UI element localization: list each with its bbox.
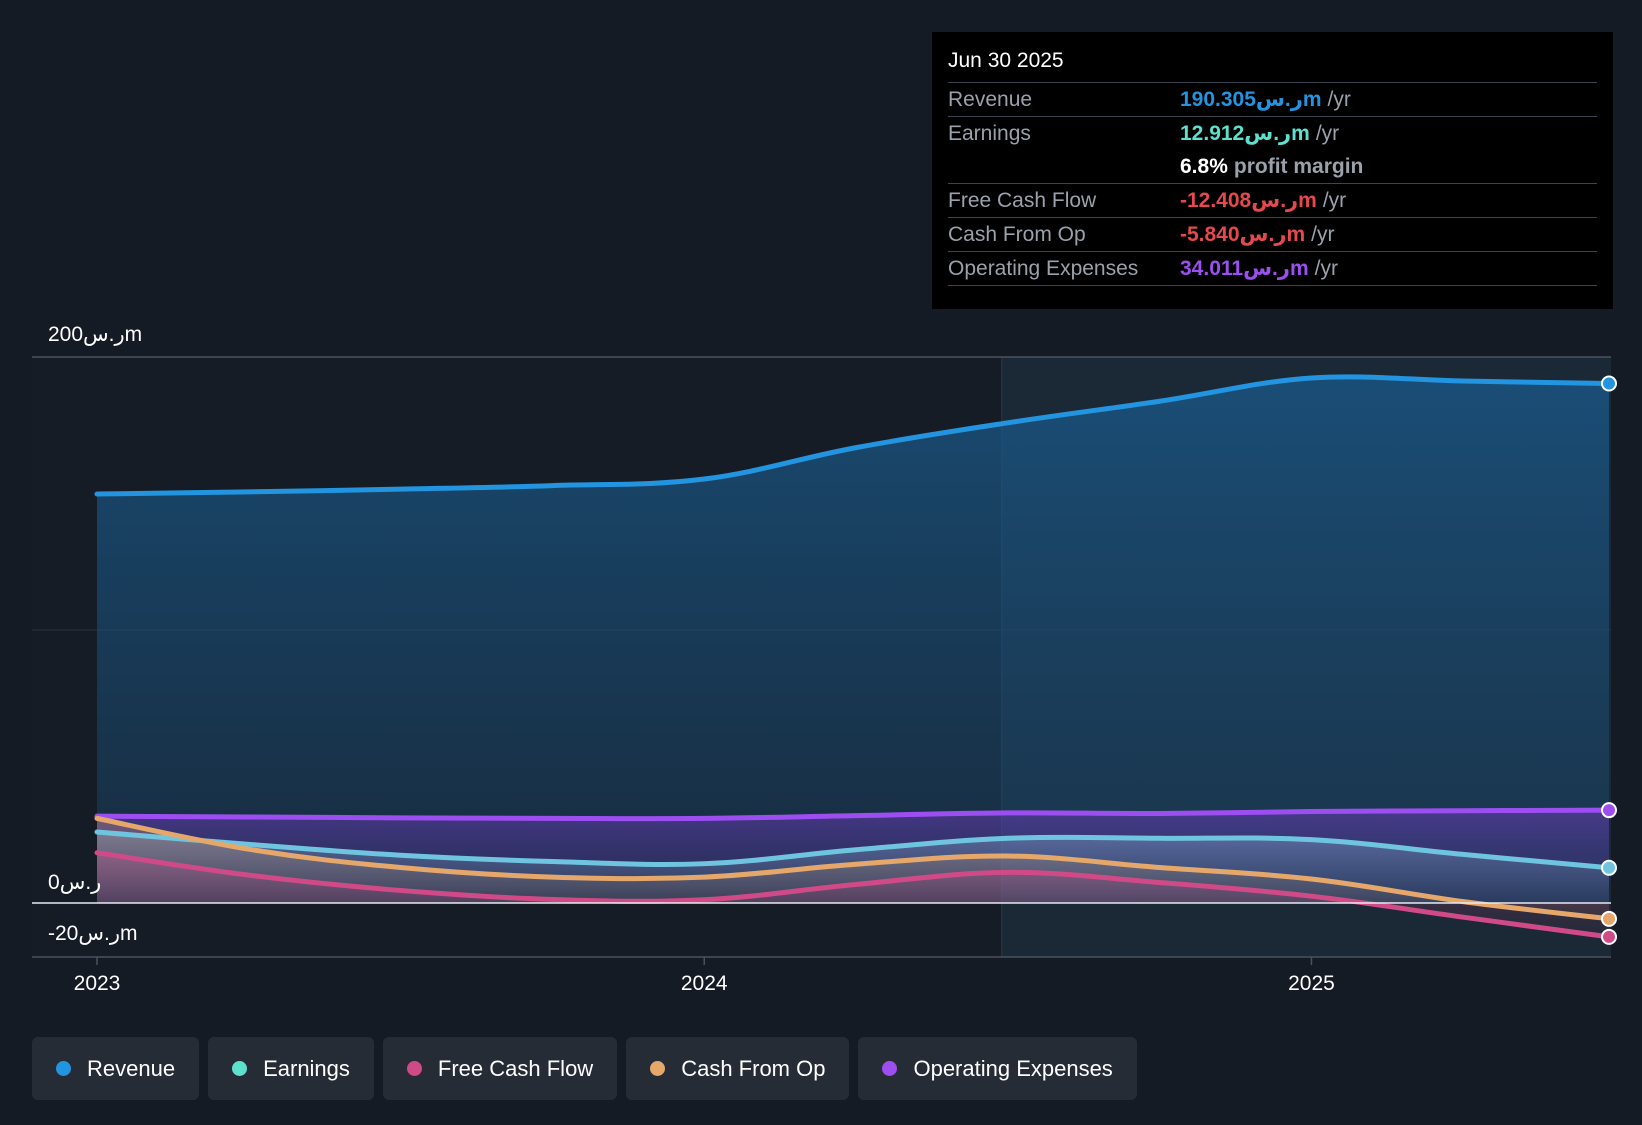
series-areas: [97, 376, 1609, 937]
legend-label: Revenue: [87, 1055, 176, 1081]
area-revenue: [97, 376, 1609, 903]
tooltip-row-earnings: Earnings 12.912ر.سm /yr: [948, 116, 1597, 150]
tooltip-row-revenue: Revenue 190.305ر.سm /yr: [948, 82, 1597, 116]
line-cash-from-op: [94, 815, 1612, 922]
end-marker-free-cash-flow: [1601, 928, 1617, 945]
legend-dot-icon: [406, 1061, 422, 1076]
x-tick-label: 2025: [1288, 972, 1335, 995]
line-earnings: [94, 829, 1612, 871]
area-free-cash-flow: [97, 852, 1609, 937]
legend-dot-icon: [232, 1061, 248, 1076]
legend: Revenue Earnings Free Cash Flow Cash Fro…: [32, 1037, 1137, 1100]
legend-item-earnings[interactable]: Earnings: [208, 1037, 374, 1100]
x-tick-label: 2023: [74, 972, 121, 995]
x-tick-label: 2024: [681, 972, 728, 995]
tooltip-unit: /yr: [1327, 87, 1351, 111]
line-revenue: [94, 374, 1612, 497]
legend-label: Operating Expenses: [913, 1055, 1113, 1081]
tooltip-value: 6.8%: [1180, 154, 1228, 178]
line-operating-expenses: [94, 807, 1612, 822]
tooltip-row-cash-from-op: Cash From Op -5.840ر.سm /yr: [948, 217, 1597, 251]
tooltip-value: -12.408ر.سm: [1180, 189, 1317, 212]
tooltip-panel: Jun 30 2025 Revenue 190.305ر.سm /yr Earn…: [932, 32, 1613, 309]
legend-label: Earnings: [263, 1055, 350, 1081]
tooltip-value: 12.912ر.سm: [1180, 122, 1310, 145]
tooltip-row-profit-margin: 6.8% profit margin: [948, 150, 1597, 183]
y-tick-label: -20ر.سm: [48, 922, 137, 945]
tooltip-unit: /yr: [1322, 188, 1347, 212]
tooltip-row-free-cash-flow: Free Cash Flow -12.408ر.سm /yr: [948, 183, 1597, 217]
legend-item-operating-expenses[interactable]: Operating Expenses: [858, 1037, 1137, 1100]
end-marker-earnings: [1601, 859, 1617, 876]
tooltip-date: Jun 30 2025: [948, 49, 1064, 72]
y-tick-label: 0ر.س: [48, 871, 101, 894]
tooltip-value: -5.840ر.سm: [1180, 223, 1306, 246]
series-end-markers: [1601, 375, 1617, 945]
tooltip-value: 190.305ر.سm: [1180, 88, 1322, 111]
tooltip-label: Earnings: [948, 121, 1031, 145]
tooltip-unit: /yr: [1311, 222, 1335, 246]
tooltip-label: Free Cash Flow: [948, 188, 1097, 212]
tooltip-row-operating-expenses: Operating Expenses 34.011ر.سm /yr: [948, 251, 1597, 286]
y-tick-label: 200ر.سm: [48, 323, 142, 346]
legend-dot-icon: [882, 1061, 898, 1076]
end-marker-cash-from-op: [1601, 910, 1617, 927]
legend-dot-icon: [56, 1061, 71, 1076]
legend-label: Free Cash Flow: [437, 1055, 594, 1081]
tooltip-label: Operating Expenses: [948, 256, 1139, 280]
tooltip-label: Revenue: [948, 87, 1033, 111]
legend-item-free-cash-flow[interactable]: Free Cash Flow: [382, 1037, 618, 1100]
line-free-cash-flow: [94, 850, 1612, 940]
legend-dot-icon: [650, 1061, 666, 1076]
tooltip-label: Cash From Op: [948, 222, 1086, 246]
tooltip-value: 34.011ر.سm: [1180, 257, 1309, 280]
legend-label: Cash From Op: [681, 1055, 826, 1081]
end-marker-revenue: [1601, 375, 1617, 392]
legend-item-cash-from-op[interactable]: Cash From Op: [626, 1037, 850, 1100]
series-lines: [94, 374, 1612, 940]
tooltip-unit: profit margin: [1233, 154, 1364, 178]
axes: 200ر.سm 0ر.س -20ر.سm 2023 2024 2025: [32, 323, 1611, 995]
legend-item-revenue[interactable]: Revenue: [32, 1037, 200, 1100]
end-marker-operating-expenses: [1601, 802, 1617, 819]
tooltip-unit: /yr: [1315, 121, 1340, 145]
tooltip-unit: /yr: [1314, 256, 1338, 280]
